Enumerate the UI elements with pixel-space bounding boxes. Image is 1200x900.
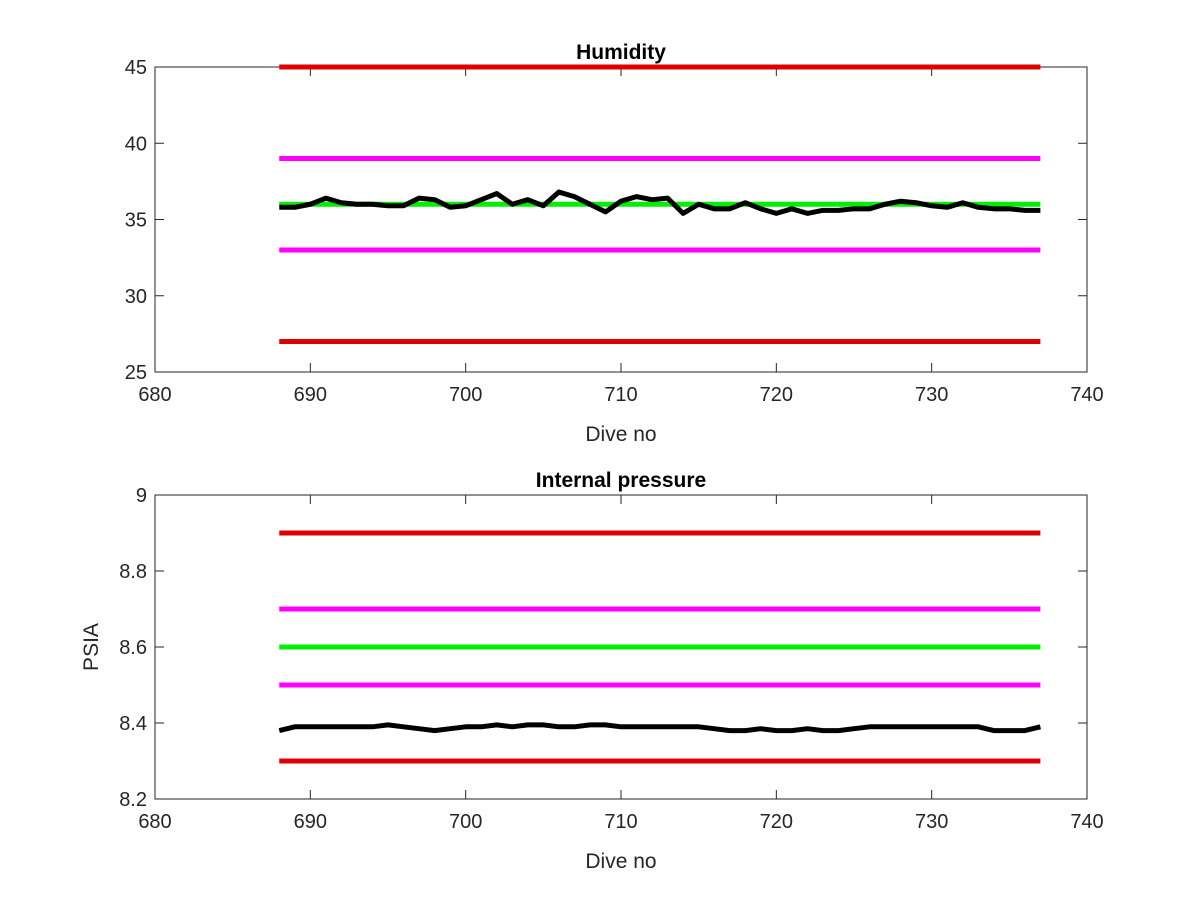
series-line-6: [278, 722, 1041, 734]
x-tick-label: 740: [1070, 384, 1103, 406]
x-tick-label: 720: [760, 811, 793, 833]
y-tick-label: 8.4: [119, 713, 147, 735]
x-tick-label: 710: [604, 811, 637, 833]
y-tick-label: 8.6: [119, 637, 147, 659]
y-tick-label: 8.8: [119, 561, 147, 583]
x-tick-label: 740: [1070, 811, 1103, 833]
x-tick-label: 700: [449, 384, 482, 406]
chart-title: Internal pressure: [536, 469, 706, 492]
y-tick-label: 9: [136, 485, 147, 507]
x-tick-label: 720: [760, 384, 793, 406]
x-tick-label: 730: [915, 384, 948, 406]
x-tick-label: 730: [915, 811, 948, 833]
y-tick-label: 45: [125, 57, 147, 79]
x-tick-label: 690: [294, 384, 327, 406]
plot-area: [154, 66, 1088, 373]
x-tick-label: 690: [294, 811, 327, 833]
x-tick-label: 700: [449, 811, 482, 833]
y-tick-label: 25: [125, 362, 147, 384]
x-tick-label: 680: [138, 384, 171, 406]
y-tick-label: 30: [125, 286, 147, 308]
chart-1: 680 690 700 710 720 730 740 25 30 35 40 45 Humidity D…: [125, 41, 1104, 446]
y-axis-label: PSIA: [80, 623, 103, 671]
y-tick-label: 8.2: [119, 789, 147, 811]
chart-title: Humidity: [576, 41, 666, 64]
y-tick-label: 40: [125, 133, 147, 155]
y-tick-label: 35: [125, 210, 147, 232]
x-tick-label: 710: [604, 384, 637, 406]
x-axis-label: Dive no: [585, 850, 656, 873]
x-tick-label: 680: [138, 811, 171, 833]
chart-2: 680 690 700 710 720 730 740 8.2 8.4 8.6 8.8 9 Intern…: [80, 469, 1104, 873]
x-axis-label: Dive no: [585, 423, 656, 446]
series-line-6: [279, 189, 1041, 216]
